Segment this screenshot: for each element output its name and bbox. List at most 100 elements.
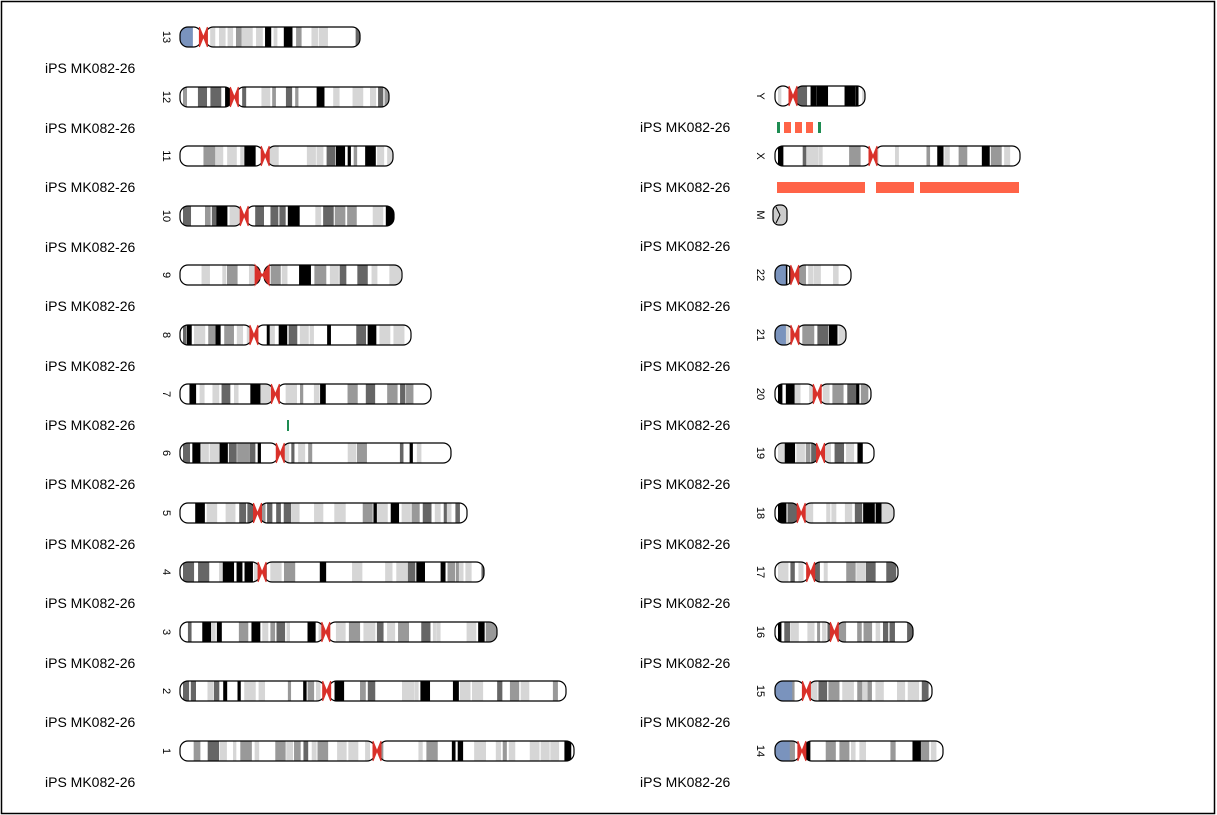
chromosome-11 <box>179 145 394 167</box>
chromosome-bands <box>180 562 484 582</box>
cnv-loss-marker-chr7 <box>287 420 289 431</box>
cyto-band <box>195 503 205 523</box>
chromosome-X <box>774 145 1021 167</box>
cyto-band <box>778 503 787 523</box>
cyto-band <box>337 741 347 761</box>
chromosome-label: 7 <box>160 391 172 397</box>
cyto-band <box>387 622 396 642</box>
cyto-band <box>311 27 318 47</box>
cyto-band <box>324 503 333 523</box>
cyto-band <box>881 503 894 523</box>
cyto-band <box>404 443 409 463</box>
cyto-band <box>254 741 260 761</box>
cyto-band <box>381 681 388 701</box>
cyto-band <box>271 443 276 463</box>
chromosome-bands <box>775 384 871 404</box>
cyto-band <box>261 443 269 463</box>
cyto-band <box>281 265 288 285</box>
cyto-band <box>291 265 297 285</box>
cyto-band <box>502 741 507 761</box>
cyto-band <box>313 384 320 404</box>
cyto-band <box>460 503 467 523</box>
cyto-band <box>854 503 863 523</box>
cyto-band <box>367 681 376 701</box>
chromosome-bands <box>180 384 431 404</box>
chromosome-bands <box>180 325 411 345</box>
cyto-band <box>309 325 314 345</box>
centromere <box>257 561 267 583</box>
cyto-band <box>317 741 329 761</box>
cyto-band <box>497 681 503 701</box>
cyto-band <box>362 503 373 523</box>
chromosome-bands <box>775 503 894 523</box>
cyto-band <box>301 503 313 523</box>
cyto-band <box>198 562 210 582</box>
cyto-band <box>407 325 411 345</box>
cyto-band <box>958 146 968 166</box>
cyto-band <box>440 562 446 582</box>
cyto-band <box>234 384 239 404</box>
cyto-band <box>901 146 914 166</box>
cyto-band <box>359 384 365 404</box>
cyto-band <box>415 384 427 404</box>
cyto-band <box>265 27 272 47</box>
cyto-band <box>564 741 572 761</box>
cyto-band <box>226 265 238 285</box>
cnv-gain-marker-chrY <box>784 122 791 133</box>
cyto-band <box>186 325 192 345</box>
cyto-band <box>306 146 316 166</box>
centromere <box>812 383 822 405</box>
cyto-band <box>301 206 313 226</box>
cyto-band <box>286 741 294 761</box>
cyto-band <box>967 146 980 166</box>
cyto-band <box>344 325 356 345</box>
cyto-band <box>816 86 829 106</box>
cyto-band <box>183 265 194 285</box>
sample-label: iPS MK082-26 <box>45 476 135 492</box>
cyto-band <box>287 206 300 226</box>
sample-label: iPS MK082-26 <box>45 120 135 136</box>
chromosome-22 <box>774 264 852 286</box>
cyto-band <box>416 562 425 582</box>
cyto-band <box>238 622 249 642</box>
cyto-band <box>240 384 248 404</box>
cyto-band <box>826 503 831 523</box>
cyto-band <box>314 443 322 463</box>
cyto-band <box>518 741 526 761</box>
sample-label: iPS MK082-26 <box>45 60 135 76</box>
cyto-band <box>459 562 464 582</box>
cyto-band <box>981 146 990 166</box>
sample-label: iPS MK082-26 <box>45 358 135 374</box>
cyto-band <box>787 503 800 523</box>
chromosome-label: 2 <box>160 688 172 694</box>
cyto-band <box>863 503 875 523</box>
cyto-band <box>814 562 820 582</box>
cnv-gain-marker-chrX <box>876 182 914 193</box>
cyto-band <box>867 681 872 701</box>
chromosome-label: 9 <box>160 272 172 278</box>
chromosome-label: 1 <box>160 748 172 754</box>
cyto-band <box>242 87 247 107</box>
cyto-band <box>260 503 266 523</box>
cyto-band <box>862 86 865 106</box>
chromosome-18 <box>774 502 895 524</box>
cyto-band <box>244 562 253 582</box>
cyto-band <box>193 206 205 226</box>
cyto-band <box>314 503 324 523</box>
cyto-band <box>266 741 272 761</box>
chromosome-label: 17 <box>754 566 766 578</box>
cyto-band <box>794 384 801 404</box>
cyto-band <box>370 87 377 107</box>
cyto-band <box>813 265 821 285</box>
cyto-band <box>805 443 811 463</box>
cyto-band <box>260 384 271 404</box>
cyto-band <box>444 622 453 642</box>
cyto-band <box>335 146 346 166</box>
cyto-band <box>400 741 405 761</box>
chromosome-Y <box>774 85 866 107</box>
cyto-band <box>828 562 835 582</box>
cyto-band <box>334 443 345 463</box>
cyto-band <box>409 443 413 463</box>
